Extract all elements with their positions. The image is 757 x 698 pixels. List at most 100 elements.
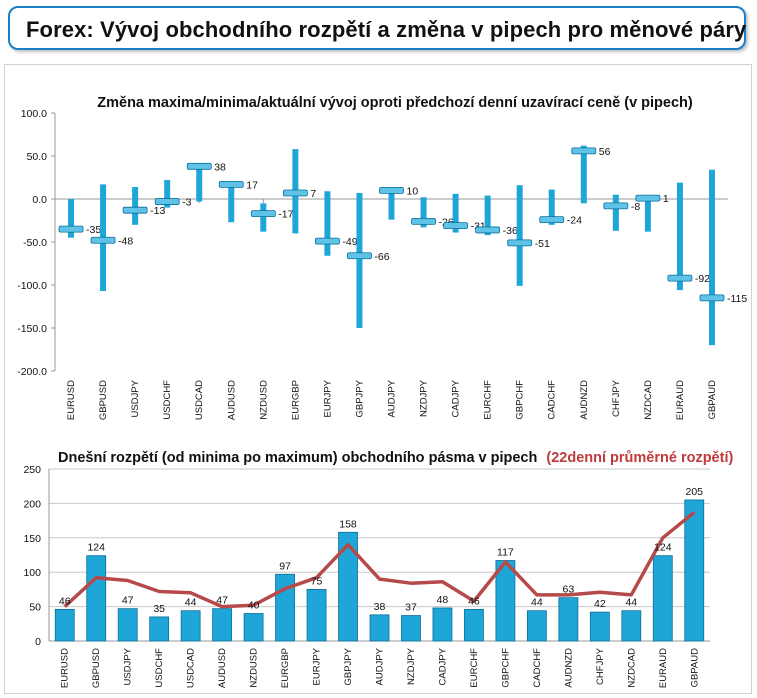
chart2-bar xyxy=(589,611,610,642)
chart2-bar xyxy=(149,616,170,642)
chart1-value-label: -35 xyxy=(86,224,101,236)
chart2-x-tick-label: NZDCAD xyxy=(626,648,637,688)
chart2-value-label: 46 xyxy=(59,595,71,607)
chart2-value-label: 47 xyxy=(122,595,134,607)
chart2-x-tick-label: CADJPY xyxy=(437,647,448,685)
chart1-range-bar xyxy=(132,186,139,225)
chart1-value-label: 1 xyxy=(663,193,669,205)
chart2-value-label: 38 xyxy=(374,601,386,613)
chart2-value-label: 97 xyxy=(279,560,291,572)
chart2-x-tick-label: AUDUSD xyxy=(217,648,228,688)
chart1-current-marker xyxy=(475,226,501,234)
chart2-bar xyxy=(401,615,421,642)
chart1-x-tick-label: EURJPY xyxy=(322,379,333,417)
chart1-range-bar xyxy=(388,187,395,220)
chart2-bar xyxy=(652,555,673,642)
chart1-current-marker xyxy=(443,222,468,230)
chart2-value-label: 124 xyxy=(87,542,105,554)
chart1-value-label: -66 xyxy=(374,251,389,263)
chart1-value-label: -36 xyxy=(503,225,518,237)
chart2-average-line xyxy=(63,510,696,609)
chart1-range-bar xyxy=(196,164,203,202)
chart2-bar xyxy=(306,589,327,642)
chart2-x-tick-label: GBPUSD xyxy=(91,648,102,688)
chart1-current-marker xyxy=(667,274,693,282)
chart1-current-marker xyxy=(218,180,244,188)
chart1-current-marker xyxy=(186,162,212,170)
chart1-value-label: -8 xyxy=(631,201,640,213)
chart1-y-tick-label: 100.0 xyxy=(21,108,47,120)
chart2-x-tick-label: EURJPY xyxy=(312,647,323,685)
chart1-y-tick-label: -100.0 xyxy=(17,280,47,292)
chart1-x-tick-label: CADCHF xyxy=(547,380,558,420)
chart1-value-label: 10 xyxy=(407,185,419,197)
chart1-x-tick-label: AUDUSD xyxy=(226,380,237,420)
chart1-current-marker xyxy=(635,194,661,202)
chart1-value-label: -3 xyxy=(182,197,191,209)
chart2-x-tick-label: USDJPY xyxy=(123,647,134,685)
chart2-value-label: 42 xyxy=(594,598,606,610)
chart1-value-label: -49 xyxy=(342,236,357,248)
chart1-current-marker xyxy=(603,202,629,210)
chart2-x-tick-label: CHFJPY xyxy=(595,647,606,685)
chart1-current-marker xyxy=(122,206,148,214)
chart2-bar xyxy=(558,597,579,642)
chart1-range-bar xyxy=(708,169,715,346)
chart1-value-label: -51 xyxy=(535,238,550,250)
chart1-current-marker xyxy=(571,147,597,155)
chart1-value-label: -115 xyxy=(727,293,747,305)
charts-panel xyxy=(4,64,752,694)
chart2-x-tick-label: AUDNZD xyxy=(563,648,574,688)
chart2-bar xyxy=(275,573,295,642)
chart1-x-tick-label: AUDNZD xyxy=(579,380,590,420)
chart1-current-marker xyxy=(250,210,276,218)
chart1-value-label: 56 xyxy=(599,146,611,158)
chart1-range-bar xyxy=(548,189,555,225)
chart2-value-label: 117 xyxy=(497,547,514,559)
chart1-value-label: -24 xyxy=(567,215,582,227)
chart2-bar xyxy=(180,610,201,642)
chart2-value-label: 205 xyxy=(685,486,703,498)
chart1-value-label: -92 xyxy=(695,273,710,285)
chart1-range-bar xyxy=(228,181,235,223)
chart1-range-bar xyxy=(644,196,651,232)
chart2-value-label: 44 xyxy=(531,597,543,609)
chart2-bar xyxy=(684,499,705,642)
chart2-x-tick-label: EURGBP xyxy=(280,648,291,688)
chart1-x-tick-label: USDCHF xyxy=(162,380,173,420)
chart1-value-label: 38 xyxy=(214,161,226,173)
chart1-range-bar xyxy=(356,192,363,328)
chart1-range-bar xyxy=(164,180,171,208)
chart1-current-marker xyxy=(154,198,180,205)
chart2-value-label: 158 xyxy=(339,518,357,530)
chart1-current-marker xyxy=(411,217,436,225)
chart1-y-tick-label: -150.0 xyxy=(17,323,47,335)
chart2-value-label: 63 xyxy=(563,584,575,596)
chart2-bar xyxy=(621,610,642,642)
chart1-y-tick-label: -50.0 xyxy=(23,237,47,249)
chart1-x-tick-label: EURAUD xyxy=(675,380,686,420)
chart1-current-marker xyxy=(58,225,84,233)
chart1-y-tick-label: 0.0 xyxy=(32,194,47,206)
chart1-x-tick-label: USDJPY xyxy=(130,379,141,417)
chart1-x-tick-label: CADJPY xyxy=(451,379,462,417)
chart1-y-tick-label: 50.0 xyxy=(27,151,48,163)
chart1-range-bar xyxy=(484,195,491,236)
chart2-y-tick-label: 0 xyxy=(35,636,41,648)
chart1-x-tick-label: EURGBP xyxy=(290,380,301,420)
chart1-value-label: 7 xyxy=(310,188,316,200)
chart1-x-tick-label: AUDJPY xyxy=(387,379,398,417)
chart1-range-bar xyxy=(612,194,619,231)
chart1-y-tick-label: -200.0 xyxy=(17,366,47,378)
chart1-range-bar xyxy=(324,191,331,256)
chart1-title: Změna maxima/minima/aktuální vývoj oprot… xyxy=(97,95,693,111)
page-title: Forex: Vývoj obchodního rozpětí a změna … xyxy=(26,17,747,42)
chart1-value-label: -13 xyxy=(150,205,165,217)
chart1-current-marker xyxy=(379,186,404,194)
chart2-value-label: 75 xyxy=(311,575,323,587)
chart2-bar xyxy=(338,531,358,642)
chart1-current-marker xyxy=(507,239,533,247)
chart2-bar xyxy=(243,613,264,642)
